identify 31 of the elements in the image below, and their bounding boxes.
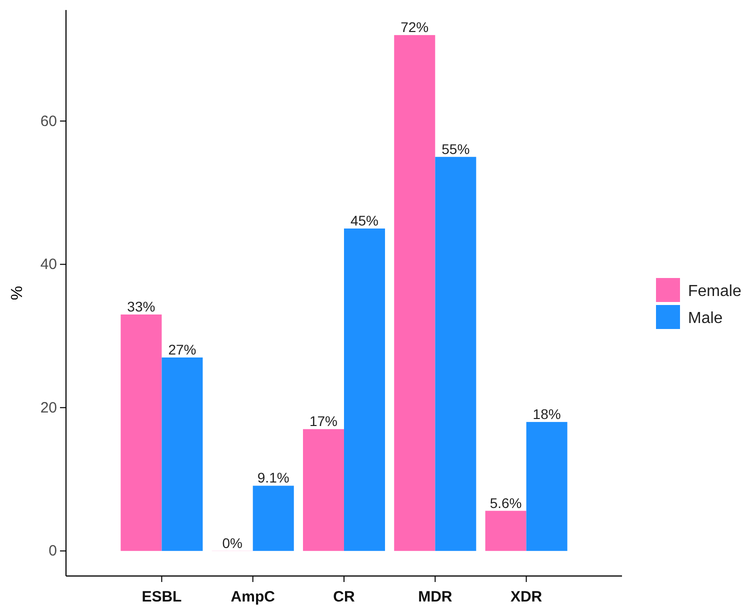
legend-label: Male (688, 310, 723, 327)
data-label: 5.6% (490, 494, 522, 511)
x-tick-label: CR (333, 588, 355, 606)
bar (302, 429, 344, 551)
x-tick-label: XDR (510, 588, 542, 606)
x-tick-label: AmpC (230, 588, 276, 606)
y-tick-label: 20 (40, 399, 57, 416)
data-label: 0% (222, 534, 242, 551)
data-label: 9.1% (257, 470, 290, 486)
bar (252, 486, 294, 551)
data-label: 55% (442, 140, 470, 157)
data-label: 33% (127, 298, 156, 314)
legend-label: Female (688, 283, 742, 300)
data-label: 18% (532, 406, 561, 422)
bar (394, 35, 436, 551)
bar (120, 314, 162, 551)
data-label: 45% (350, 212, 379, 229)
data-label: 17% (309, 413, 338, 430)
y-tick-label: 60 (40, 112, 57, 130)
bar (526, 422, 568, 551)
bar (435, 156, 476, 551)
data-label: 27% (168, 341, 196, 358)
bar (162, 357, 203, 551)
y-tick-label: 0 (48, 542, 57, 560)
y-axis-title: % (9, 286, 26, 300)
bar (344, 228, 386, 551)
data-label: 72% (400, 19, 429, 36)
x-tick-label: ESBL (142, 588, 182, 606)
x-tick-label: MDR (418, 588, 452, 606)
bar (485, 510, 526, 551)
y-tick-label: 40 (40, 256, 57, 274)
